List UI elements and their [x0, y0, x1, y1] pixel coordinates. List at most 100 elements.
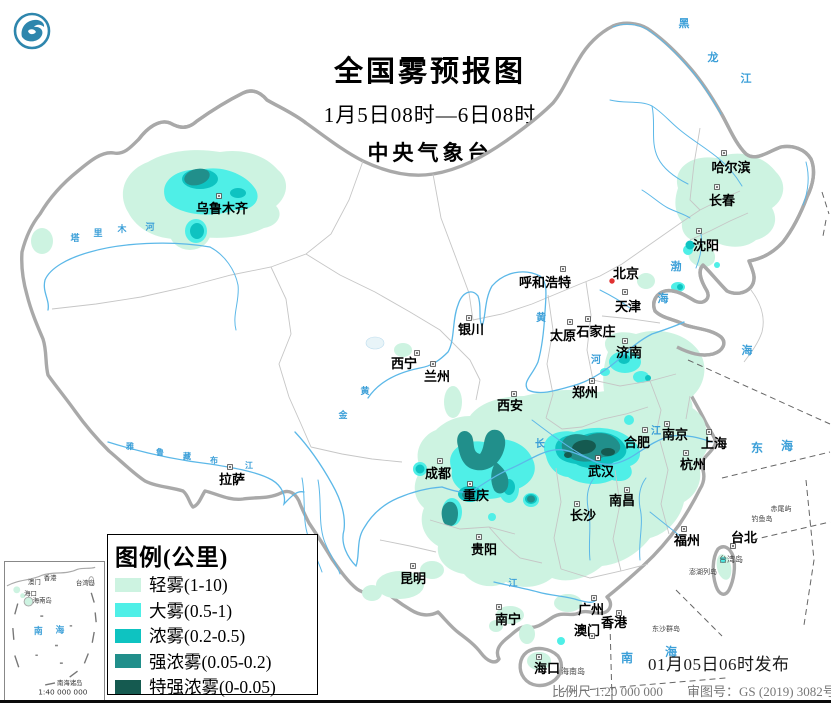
city-marker-dot-icon [432, 363, 434, 365]
water-label: 龙 [707, 50, 719, 64]
water-label: 藏 [183, 451, 191, 461]
inset-label: 海 [55, 624, 64, 636]
city-label: 昆明 [400, 571, 426, 587]
inset-taiwan [88, 576, 95, 586]
city-label: 太原 [549, 328, 576, 344]
city-label: 台北 [731, 530, 757, 546]
city-西宁: 西宁 [391, 350, 420, 372]
city-兰州: 兰州 [424, 361, 450, 385]
water-label: 海 [742, 343, 753, 357]
legend-label: 特强浓雾(0-0.05) [149, 677, 276, 698]
rivers [43, 23, 809, 603]
city-label: 乌鲁木齐 [196, 201, 249, 217]
qinghai-lake [365, 336, 385, 350]
city-marker-dot-icon [416, 352, 418, 354]
water-label: 里 [93, 228, 102, 239]
city-label: 拉萨 [219, 472, 245, 488]
water-label: 南 [621, 650, 633, 665]
city-北京: 北京 [609, 266, 639, 284]
city-label: 武汉 [588, 464, 615, 480]
legend-item: 特强浓雾(0-0.05) [115, 674, 317, 700]
city-marker-dot-icon [685, 452, 687, 454]
province-boundaries [51, 127, 749, 579]
water-label: 海 [781, 438, 793, 453]
city-拉萨: 拉萨 [219, 464, 245, 488]
water-label: 渤 [671, 259, 682, 273]
city-label: 郑州 [572, 385, 598, 401]
island-label: 钓鱼岛 [752, 514, 773, 523]
city-哈尔滨: 哈尔滨 [711, 150, 751, 176]
city-marker-dot-icon [597, 457, 599, 459]
city-marker-dot-icon [644, 429, 646, 431]
city-marker-dot-icon [498, 606, 500, 608]
border-overlay [137, 89, 816, 357]
city-label: 香港 [600, 615, 628, 631]
bottom-frame-line [0, 700, 831, 703]
city-南京: 南京 [662, 421, 688, 443]
inset-hainan [23, 596, 34, 607]
city-南宁: 南宁 [495, 604, 521, 628]
water-label: 江 [508, 577, 517, 589]
legend-item: 轻雾(1-10) [115, 572, 317, 598]
city-marker-dot-icon [569, 321, 571, 323]
city-marker-dot-icon [538, 656, 540, 658]
city-marker-dot-icon [513, 393, 515, 395]
city-marker-dot-icon [716, 186, 718, 188]
inset-nine-dash-line [12, 592, 97, 686]
legend-label: 浓雾(0.2-0.5) [149, 626, 246, 647]
legend-items: 轻雾(1-10) 大雾(0.5-1) 浓雾(0.2-0.5) 强浓雾(0.05-0.2… [115, 572, 317, 700]
city-label: 西安 [497, 398, 523, 414]
city-石家庄: 石家庄 [575, 316, 616, 340]
city-label: 福州 [673, 533, 700, 549]
water-label: 东 [751, 440, 763, 455]
city-marker-dot-icon [587, 318, 589, 320]
island-label: 东沙群岛 [652, 624, 680, 633]
water-label: 木 [116, 223, 127, 235]
water-label: 鲁 [155, 447, 164, 457]
city-label: 银川 [458, 322, 484, 338]
city-上海: 上海 [701, 429, 727, 452]
city-marker-dot-icon [698, 230, 700, 232]
city-marker-dot-icon [412, 565, 414, 567]
city-marker-dot-icon [624, 340, 626, 342]
city-沈阳: 沈阳 [693, 228, 719, 254]
water-label: 黄 [536, 311, 546, 324]
city-marker-dot-icon [469, 483, 471, 485]
city-marker-dot-icon [576, 503, 578, 505]
city-南昌: 南昌 [609, 487, 635, 509]
water-label: 布 [209, 455, 218, 465]
cma-logo [13, 12, 51, 50]
city-label: 兰州 [424, 369, 450, 385]
city-重庆: 重庆 [463, 481, 489, 504]
water-label: 黑 [679, 17, 690, 30]
page-title: 全国雾预报图 [333, 56, 526, 88]
city-呼和浩特: 呼和浩特 [519, 266, 571, 291]
city-marker-dot-icon [593, 597, 595, 599]
inset-label: 香港 [44, 573, 57, 582]
city-昆明: 昆明 [400, 563, 426, 587]
city-label: 石家庄 [575, 324, 615, 340]
water-label: 金 [337, 409, 348, 421]
inset-label: 南海诸岛 [57, 678, 82, 687]
water-label: 塔 [70, 232, 80, 244]
city-label: 海口 [534, 661, 560, 677]
city-郑州: 郑州 [572, 378, 598, 401]
legend-swatch [115, 654, 141, 669]
water-label: 河 [145, 221, 154, 233]
city-marker-dot-icon [591, 380, 593, 382]
water-label: 长 [535, 437, 546, 450]
water-label: 河 [591, 354, 601, 366]
city-label: 济南 [616, 345, 642, 361]
approval-number: 审图号：GS (2019) 3082号 [687, 684, 831, 699]
legend-swatch [115, 628, 141, 643]
city-marker-dot-icon [591, 635, 593, 637]
logo-swirl-icon [21, 19, 45, 42]
release-time: 01月05日06时发布 [648, 655, 790, 674]
city-澳门: 澳门 [574, 623, 600, 639]
city-marker-dot-icon [562, 268, 564, 270]
